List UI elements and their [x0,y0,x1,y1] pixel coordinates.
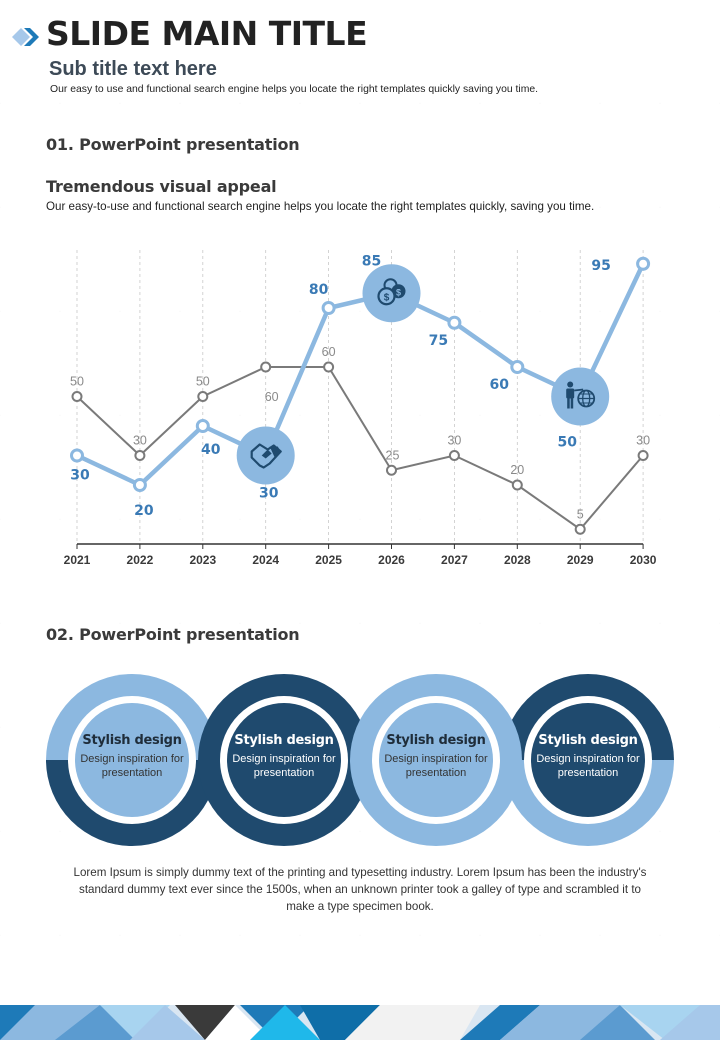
circle-2-title: Stylish design [234,733,334,748]
grey-data-label: 30 [133,434,147,448]
page-title: SLIDE MAIN TITLE [46,14,368,53]
blue-data-label: 30 [70,468,90,484]
circle-3-disc [379,703,493,817]
blue-data-label: 40 [201,442,221,458]
svg-text:$: $ [384,292,390,303]
series-grey-line [76,366,644,531]
grey-data-label: 20 [510,463,524,477]
grey-data-point [574,523,586,535]
circle-1-subtitle-line1: Design inspiration for [80,753,184,765]
circle-2-text: Stylish design Design inspiration for pr… [224,733,344,780]
section1-heading: 01. PowerPoint presentation [46,135,300,154]
blue-data-label: 80 [309,282,329,298]
circle-3-subtitle-line2: presentation [405,767,467,779]
x-tick-label: 2025 [315,553,342,567]
circle-4-text: Stylish design Design inspiration for pr… [528,733,648,780]
blue-data-point [636,256,651,271]
line-chart: 2021 2022 2023 2024 2025 2026 2027 2028 2029 2030… [64,250,657,567]
circle-1-subtitle-line2: presentation [101,767,163,779]
x-tick-label: 2030 [630,553,657,567]
circle-3-text: Stylish design Design inspiration for pr… [376,733,496,780]
page-subtitle: Sub title text here [49,58,217,80]
blue-data-point [132,478,147,492]
circle-3-subtitle-line1: Design inspiration for [384,753,488,765]
grey-data-label: 25 [386,448,400,462]
grey-data-point [71,391,83,402]
x-tick-label: 2026 [378,553,405,567]
body-text: Lorem Ipsum is simply dummy text of the … [73,866,647,913]
circle-steps: Stylish design Design inspiration for pr… [0,665,720,855]
blue-data-label: 60 [490,377,510,393]
blue-data-point [447,315,462,330]
handshake-icon [250,443,282,469]
grey-data-point [197,391,209,402]
blue-data-label: 85 [362,253,381,269]
grey-data-point [323,361,335,373]
x-tick-label: 2024 [252,553,279,567]
circle-4-subtitle-line1: Design inspiration for [536,753,640,765]
header-description: Our easy to use and functional search en… [50,84,539,95]
x-tick-label: 2021 [64,553,91,567]
grey-data-point [511,479,523,491]
blue-data-label: 30 [259,486,279,502]
x-tick-label: 2023 [189,553,216,567]
blue-data-label: 20 [134,503,154,519]
grey-data-label: 30 [636,434,650,448]
presenter-globe-icon [566,381,596,409]
circle-1-title: Stylish design [82,733,182,748]
circle-1-text: Stylish design Design inspiration for pr… [72,733,192,780]
circle-3-title: Stylish design [386,733,486,748]
grey-data-point [386,464,397,476]
circle-4-subtitle-line2: presentation [557,767,619,779]
grey-data-label: 50 [196,375,210,389]
grey-data-label: 60 [265,390,279,404]
grey-data-label: 5 [577,507,584,521]
section1-description: Our easy-to-use and functional search en… [46,200,595,213]
circle-rings [46,674,674,846]
icon-badge [551,367,610,426]
grey-data-point [448,450,460,461]
circle-1-disc [75,703,189,817]
x-tick-label: 2029 [567,553,594,567]
blue-data-label: 50 [557,435,577,451]
blue-data-label: 75 [429,333,448,349]
grey-data-point [260,361,272,373]
svg-text:$: $ [396,287,401,297]
blue-data-label: 95 [591,258,610,274]
x-tick-label: 2027 [441,553,468,567]
circle-2-subtitle-line2: presentation [253,767,315,779]
coins-icon: $$ [377,278,406,306]
blue-data-point [510,360,525,374]
blue-data-point [70,448,84,463]
blue-data-point [321,301,336,315]
circle-4-disc [531,703,645,817]
circle-2-subtitle-line1: Design inspiration for [232,753,336,765]
grey-data-label: 30 [447,434,461,448]
grey-data-label: 60 [322,345,336,359]
section1-subheading: Tremendous visual appeal [46,177,277,196]
grey-data-point [134,450,146,461]
blue-data-point [195,419,210,433]
circle-2-disc [227,703,341,817]
diamond-arrow-icon [12,28,39,46]
footer-triangle-band [0,1005,720,1040]
x-tick-label: 2022 [127,553,154,567]
section2-heading: 02. PowerPoint presentation [46,625,300,644]
series-blue-line [76,262,646,488]
grey-data-label: 50 [70,375,84,389]
x-tick-label: 2028 [504,553,531,567]
circle-4-title: Stylish design [538,733,638,748]
grey-data-point [637,450,649,461]
